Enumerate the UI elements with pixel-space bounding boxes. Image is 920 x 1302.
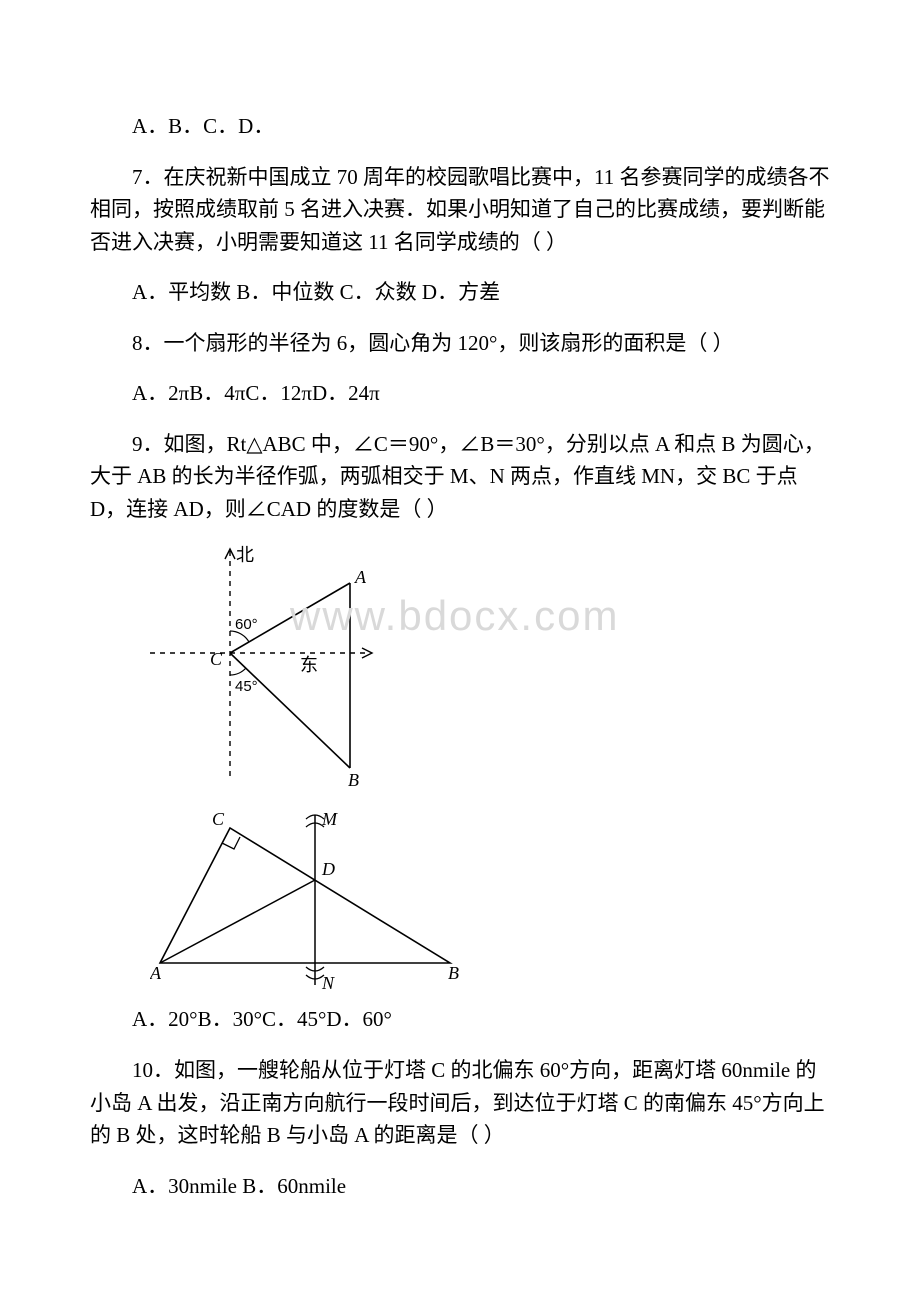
label-N: N	[321, 973, 335, 993]
q7-text: 7．在庆祝新中国成立 70 周年的校园歌唱比赛中，11 名参赛同学的成绩各不相同…	[90, 161, 830, 259]
q10-text: 10．如图，一艘轮船从位于灯塔 C 的北偏东 60°方向，距离灯塔 60nmil…	[90, 1054, 830, 1152]
q8-text: 8．一个扇形的半径为 6，圆心角为 120°，则该扇形的面积是（ ）	[90, 327, 830, 360]
label-60: 60°	[235, 616, 258, 633]
label-east: 东	[300, 655, 318, 675]
label-B: B	[348, 770, 359, 790]
figure-triangle: A B C D M N	[150, 803, 830, 993]
triangle-ABC	[160, 828, 450, 963]
q9-text: 9．如图，Rt△ABC 中，∠C＝90°，∠B＝30°，分别以点 A 和点 B …	[90, 428, 830, 526]
label-M: M	[321, 809, 338, 829]
label-A: A	[354, 567, 367, 587]
label-C: C	[210, 649, 223, 669]
q7-options: A．平均数 B．中位数 C．众数 D．方差	[90, 276, 830, 309]
q10-options: A．30nmile B．60nmile	[90, 1170, 830, 1203]
line-AD	[160, 880, 315, 963]
label-C2: C	[212, 809, 225, 829]
compass-svg: 北 东 A B C 60° 45°	[150, 543, 450, 793]
figure-compass: www.bdocx.com 北 东 A B C 60	[150, 543, 830, 793]
q9-options: A．20°B．30°C．45°D．60°	[90, 1003, 830, 1036]
arc-45	[230, 668, 246, 675]
line-CB	[230, 653, 350, 768]
q6-options: A．B．C．D．	[90, 110, 830, 143]
q8-options: A．2πB．4πC．12πD．24π	[90, 377, 830, 410]
triangle-svg: A B C D M N	[150, 803, 470, 993]
label-north: 北	[236, 545, 254, 565]
label-D: D	[321, 859, 335, 879]
label-45: 45°	[235, 678, 258, 695]
label-A2: A	[150, 963, 162, 983]
label-B2: B	[448, 963, 459, 983]
